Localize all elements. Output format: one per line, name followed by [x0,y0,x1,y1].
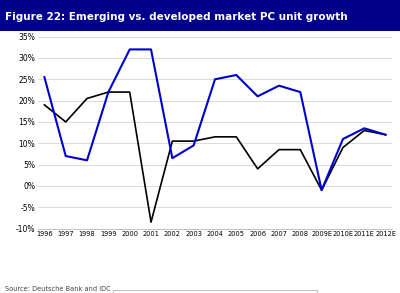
Legend: Developed Markets, Emerging Markets: Developed Markets, Emerging Markets [113,290,317,293]
Text: Figure 22: Emerging vs. developed market PC unit growth: Figure 22: Emerging vs. developed market… [5,12,348,22]
Text: Source: Deutsche Bank and IDC: Source: Deutsche Bank and IDC [5,286,110,292]
